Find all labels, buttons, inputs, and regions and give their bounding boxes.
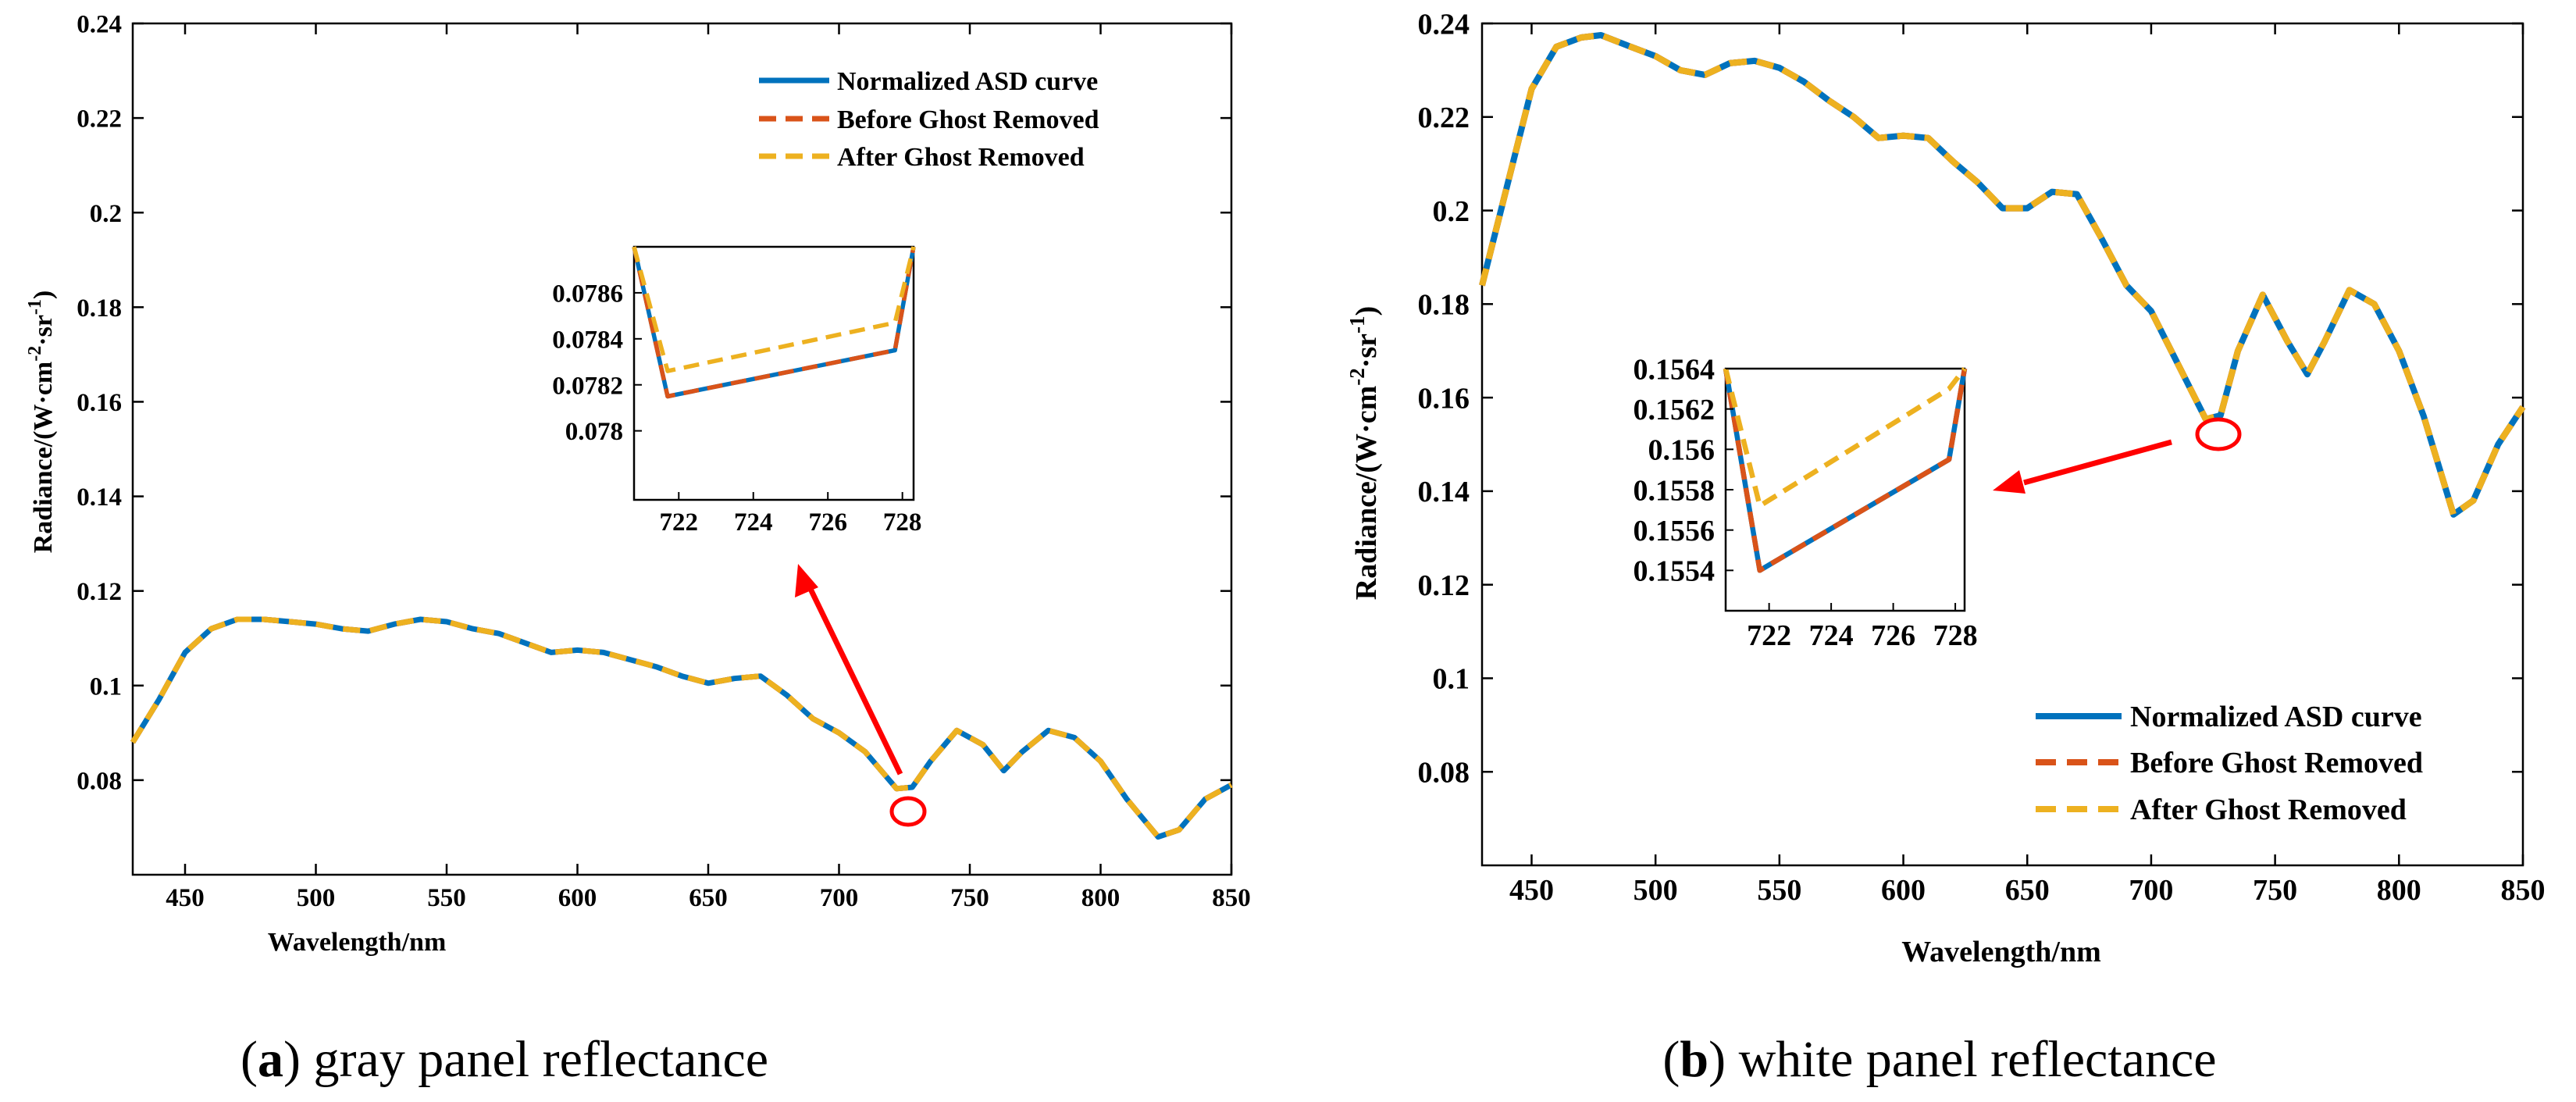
panel-b-xtick-label: 700 [2129, 874, 2173, 907]
panel-a-ylabel: Radiance/(W·cm-2·sr-1) [25, 291, 58, 554]
panel-a-xtick-label: 550 [427, 884, 466, 912]
panel-b-inset-box [1724, 367, 1966, 612]
panel-a-ytick-label: 0.2 [90, 200, 122, 228]
panel-b-legend: Normalized ASD curve Before Ghost Remove… [2036, 701, 2423, 826]
panel-b-inset: 722 724 726 728 0.1554 0.1556 0.1558 0.156 0.156… [1634, 353, 1978, 652]
panel-b-ytick-label: 0.24 [1418, 8, 1470, 41]
panel-a-ticks: 450 500 550 600 650 700 750 800 850 0.08 0.1 0.12 0.… [77, 11, 1251, 912]
panel-b-series-0-line [1479, 32, 2526, 518]
panel-b-inset-ytick-label: 0.1556 [1634, 515, 1716, 547]
panel-b-inset-ytick-label: 0.1562 [1634, 394, 1716, 426]
panel-a-ytick-label: 0.14 [77, 483, 122, 512]
panel-a-ytick-label: 0.18 [77, 294, 122, 323]
panel-a-arrow [806, 584, 903, 776]
panel-b-xtick-label: 650 [2005, 874, 2050, 907]
panel-b-ytick-label: 0.18 [1418, 289, 1470, 322]
panel-b-inset-xtick-label: 724 [1809, 619, 1854, 652]
panel-b-ytick-label: 0.14 [1418, 476, 1470, 508]
panel-b-series-2-line [1479, 32, 2526, 518]
panel-b-ytick-label: 0.12 [1418, 569, 1470, 602]
panel-b-xtick-label: 800 [2377, 874, 2421, 907]
panel-a-xlabel: Wavelength/nm [268, 928, 447, 957]
panel-b-axes-box [1480, 22, 2524, 867]
panel-b-ytick-label: 0.22 [1418, 102, 1470, 134]
panel-a-ytick-label: 0.16 [77, 389, 122, 417]
panel-a-inset-series-2-line [632, 246, 916, 373]
panel-b-inset-xtick-label: 726 [1871, 619, 1915, 652]
panel-b-xtick-label: 500 [1634, 874, 1678, 907]
panel-b-inset-ytick-label: 0.156 [1648, 434, 1716, 467]
legend-b-after-label: After Ghost Removed [2130, 794, 2407, 826]
panel-b-xtick-label: 450 [1509, 874, 1554, 907]
panel-b-ytick-label: 0.2 [1433, 195, 1470, 228]
panel-a-ytick-label: 0.1 [90, 672, 122, 701]
panel-b-ytick-label: 0.16 [1418, 382, 1470, 415]
panel-a-xtick-label: 500 [297, 884, 336, 912]
panel-b-series-1-line [1479, 32, 2526, 518]
panel-a-ytick-label: 0.24 [77, 11, 122, 39]
panel-b-ytick-label: 0.08 [1418, 757, 1470, 790]
legend-a-asd-label: Normalized ASD curve [837, 67, 1098, 96]
panel-a-xtick-label: 450 [166, 884, 205, 912]
panel-a-inset-series-1-line [632, 246, 916, 399]
legend-b-asd-label: Normalized ASD curve [2130, 701, 2422, 733]
panel-b-caption: (b) white panel reflectance [1662, 1031, 2216, 1088]
panel-a-ytick-label: 0.08 [77, 767, 122, 795]
panel-a-arrowhead [795, 564, 818, 597]
panel-b-lines [1479, 32, 2526, 518]
panel-b-xtick-label: 600 [1881, 874, 1926, 907]
panel-a-inset-xtick-label: 724 [734, 508, 773, 537]
panel-a-axes [131, 22, 1233, 876]
panel-a-series-0-line [130, 616, 1233, 840]
panel-a-inset-xtick-label: 722 [660, 508, 699, 537]
panel-b-arrowhead [1993, 470, 2026, 494]
panel-b-axes [1480, 22, 2524, 867]
panel-a-caption: (a) gray panel reflectance [240, 1031, 768, 1088]
legend-a-before-label: Before Ghost Removed [837, 105, 1099, 134]
panel-a-inset-xtick-label: 728 [883, 508, 922, 537]
panel-b-inset-ytick-label: 0.1554 [1634, 555, 1716, 588]
panel-b-xtick-label: 850 [2501, 874, 2546, 907]
panel-b-inset-series-2-line [1723, 367, 1967, 508]
panel-a-inset-ytick-label: 0.0786 [552, 280, 623, 308]
panel-a-inset-ytick-label: 0.078 [565, 418, 623, 446]
panel-b-ticks: 450 500 550 600 650 700 750 800 850 0.08 0.1 0.12 0.… [1418, 8, 2546, 907]
panel-a-highlight-circle [889, 796, 927, 827]
panel-a-inset-ytick-label: 0.0784 [552, 326, 623, 354]
panel-b-inset-xtick-label: 722 [1747, 619, 1791, 652]
panel-b-inset-series-1-line [1723, 368, 1968, 573]
panel-b-xtick-label: 550 [1757, 874, 1801, 907]
panel-a-xtick-label: 750 [950, 884, 989, 912]
legend-a-after-label: After Ghost Removed [837, 143, 1085, 172]
panel-a-inset-xtick-label: 726 [808, 508, 847, 537]
panel-a-legend: Normalized ASD curve Before Ghost Remove… [759, 67, 1099, 172]
panel-a-ytick-label: 0.22 [77, 105, 122, 134]
panel-b-highlight-circle [2195, 417, 2242, 451]
panel-a-lines [130, 616, 1233, 840]
panel-b-inset-xtick-label: 728 [1933, 619, 1978, 652]
panel-b-arrow [2023, 439, 2172, 486]
panel-b-inset-ytick-label: 0.1558 [1634, 474, 1716, 507]
panel-a-xtick-label: 650 [689, 884, 728, 912]
panel-b-xlabel: Wavelength/nm [1901, 936, 2100, 968]
panel-a-series-1-line [130, 616, 1233, 840]
panel-a-ytick-label: 0.12 [77, 578, 122, 606]
panel-a-xtick-label: 850 [1212, 884, 1251, 912]
panel-a-xtick-label: 800 [1081, 884, 1121, 912]
panel-a-xtick-label: 600 [558, 884, 597, 912]
panel-b-ylabel: Radiance/(W·cm-2·sr-1) [1345, 306, 1383, 600]
panel-a: 450 500 550 600 650 700 750 800 850 0.08 0.1 0.12 0.… [25, 11, 1251, 1088]
panel-a-xtick-label: 700 [820, 884, 859, 912]
panel-b-xtick-label: 750 [2253, 874, 2297, 907]
panel-b-inset-ytick-label: 0.1564 [1634, 353, 1716, 386]
panel-a-series-2-line [130, 616, 1233, 840]
panel-b-ytick-label: 0.1 [1433, 663, 1470, 696]
legend-b-before-label: Before Ghost Removed [2130, 747, 2423, 779]
panel-a-axes-box [131, 22, 1233, 876]
panel-a-inset: 722 724 726 728 0.078 0.0782 0.0784 0.0786 [552, 245, 922, 537]
panel-a-inset-ytick-label: 0.0782 [552, 372, 623, 400]
panel-b: 450 500 550 600 650 700 750 800 850 0.08 0.1 0.12 0.… [1345, 8, 2546, 1088]
